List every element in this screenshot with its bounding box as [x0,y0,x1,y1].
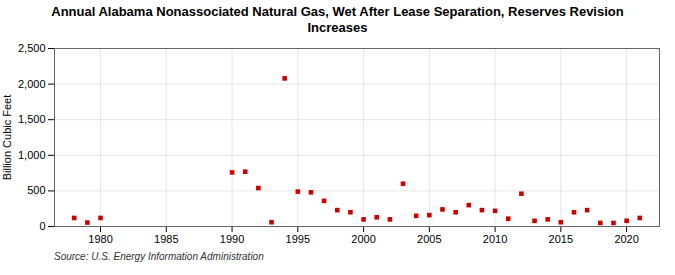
svg-text:1995: 1995 [286,233,310,245]
svg-text:1990: 1990 [220,233,244,245]
svg-text:2020: 2020 [614,233,638,245]
svg-text:1,000: 1,000 [18,149,46,161]
svg-text:2,500: 2,500 [18,42,46,54]
html-text:Annual Alabama Nonassociated N: Annual Alabama Nonassociated Natural Gas… [51,4,624,35]
svg-text:2010: 2010 [483,233,507,245]
svg-text:2000: 2000 [351,233,375,245]
svg-text:Billion Cubic Feet: Billion Cubic Feet [1,95,13,181]
svg-text:2015: 2015 [549,233,573,245]
svg-text:2,000: 2,000 [18,78,46,90]
svg-text:1,500: 1,500 [18,113,46,125]
svg-text:2005: 2005 [417,233,441,245]
svg-text:1985: 1985 [154,233,178,245]
html-text:Source: U.S. Energy Informatio: Source: U.S. Energy Information Administ… [54,251,264,262]
svg-text:500: 500 [27,184,45,196]
svg-text:1980: 1980 [88,233,112,245]
svg-text:0: 0 [39,220,45,232]
